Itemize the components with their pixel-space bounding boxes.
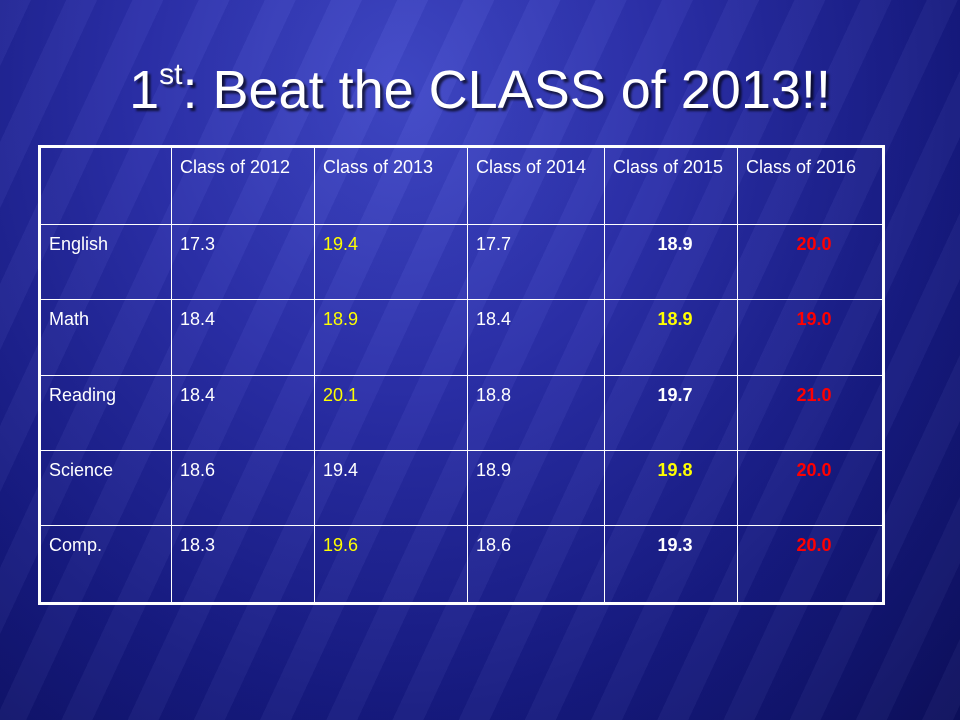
- cell-english-2016: 20.0: [737, 223, 884, 301]
- table-row: English 17.3 19.4 17.7 18.9 20.0: [39, 223, 884, 301]
- cell-reading-2012: 18.4: [171, 374, 315, 451]
- cell-math-2016: 19.0: [737, 299, 884, 376]
- row-label-science: Science: [39, 449, 172, 527]
- cell-comp-2016: 20.0: [737, 525, 884, 604]
- cell-math-2012: 18.4: [171, 299, 315, 376]
- cell-reading-2014: 18.8: [467, 374, 605, 451]
- cell-reading-2013: 20.1: [314, 374, 468, 451]
- cell-comp-2012: 18.3: [171, 525, 315, 604]
- cell-english-2012: 17.3: [171, 223, 315, 301]
- table-header-row: Class of 2012 Class of 2013 Class of 201…: [39, 146, 884, 225]
- cell-math-2015: 18.9: [604, 299, 738, 376]
- cell-science-2014: 18.9: [467, 449, 605, 527]
- cell-reading-2016: 21.0: [737, 374, 884, 451]
- table-row: Science 18.6 19.4 18.9 19.8 20.0: [39, 449, 884, 527]
- cell-comp-2014: 18.6: [467, 525, 605, 604]
- row-label-comp: Comp.: [39, 525, 172, 604]
- cell-english-2014: 17.7: [467, 223, 605, 301]
- cell-science-2013: 19.4: [314, 449, 468, 527]
- cell-science-2016: 20.0: [737, 449, 884, 527]
- table-row: Comp. 18.3 19.6 18.6 19.3 20.0: [39, 525, 884, 604]
- table-row: Reading 18.4 20.1 18.8 19.7 21.0: [39, 374, 884, 451]
- slide-title: 1st: Beat the CLASS of 2013!!: [0, 55, 960, 125]
- cell-english-2013: 19.4: [314, 223, 468, 301]
- cell-science-2015: 19.8: [604, 449, 738, 527]
- header-cell-2015: Class of 2015: [604, 146, 738, 225]
- title-suffix: : Beat the CLASS of 2013!!: [182, 60, 831, 120]
- cell-comp-2015: 19.3: [604, 525, 738, 604]
- cell-science-2012: 18.6: [171, 449, 315, 527]
- cell-math-2013: 18.9: [314, 299, 468, 376]
- header-cell-2013: Class of 2013: [314, 146, 468, 225]
- scores-table: Class of 2012 Class of 2013 Class of 201…: [38, 145, 885, 605]
- row-label-reading: Reading: [39, 374, 172, 451]
- table-row: Math 18.4 18.9 18.4 18.9 19.0: [39, 299, 884, 376]
- header-cell-empty: [39, 146, 172, 225]
- cell-english-2015: 18.9: [604, 223, 738, 301]
- row-label-math: Math: [39, 299, 172, 376]
- title-superscript: st: [159, 58, 183, 91]
- header-cell-2016: Class of 2016: [737, 146, 884, 225]
- cell-reading-2015: 19.7: [604, 374, 738, 451]
- header-cell-2014: Class of 2014: [467, 146, 605, 225]
- cell-math-2014: 18.4: [467, 299, 605, 376]
- cell-comp-2013: 19.6: [314, 525, 468, 604]
- row-label-english: English: [39, 223, 172, 301]
- title-prefix: 1: [129, 60, 160, 120]
- header-cell-2012: Class of 2012: [171, 146, 315, 225]
